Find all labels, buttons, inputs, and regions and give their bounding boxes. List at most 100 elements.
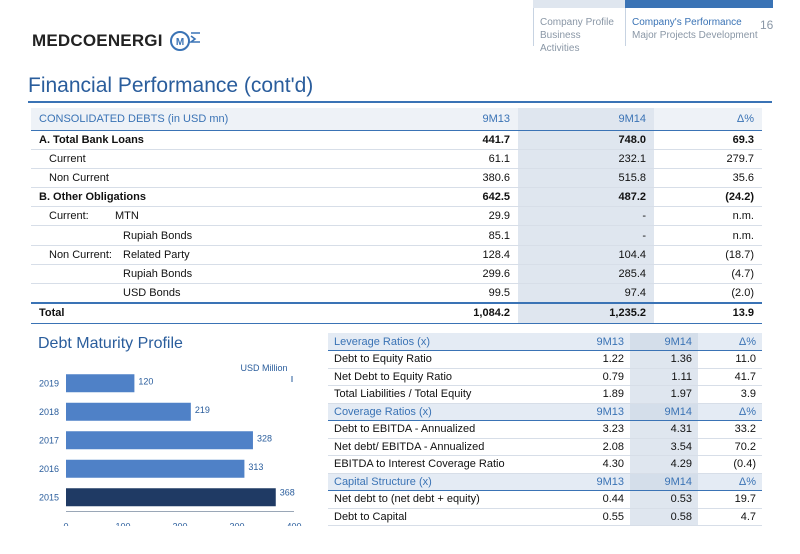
cell-9m13: 380.6 [365, 168, 518, 189]
row-label: Debt to Capital [328, 508, 558, 526]
cell-9m13: 85.1 [365, 225, 518, 246]
logo-text: MedcoEnergi [32, 31, 163, 50]
cell-delta: 69.3 [654, 129, 762, 150]
column-header: Δ% [698, 403, 762, 421]
row-label: Total [31, 301, 365, 325]
x-tick-label: 0 [63, 522, 68, 527]
cell-9m14: 285.4 [518, 264, 654, 285]
cell-delta: 35.6 [654, 168, 762, 189]
cell-9m14: 104.4 [518, 245, 654, 265]
nav-item-label: Company's Performance [632, 17, 742, 28]
cell-9m14: 1,235.2 [518, 301, 654, 325]
cell-9m14: 1.11 [630, 368, 698, 386]
cell-9m14: 487.2 [518, 187, 654, 208]
column-header: 9M13 [558, 403, 630, 421]
cell-9m14: 1.97 [630, 385, 698, 404]
cell-delta: (18.7) [654, 245, 762, 265]
nav-indicator-bar [533, 0, 773, 8]
row-label: USD Bonds [31, 283, 365, 304]
cell-9m13: 0.55 [558, 508, 630, 526]
table-row: Net debt/ EBITDA - Annualized 2.08 3.54 … [328, 438, 762, 456]
cell-delta: (24.2) [654, 187, 762, 208]
column-header: CONSOLIDATED DEBTS (in USD mn) [31, 108, 365, 131]
title-divider [28, 101, 772, 103]
table-header-row: CONSOLIDATED DEBTS (in USD mn) 9M13 9M14… [31, 108, 762, 131]
column-header: 9M14 [630, 403, 698, 421]
column-header: Δ% [654, 108, 762, 131]
cell-9m14: 4.29 [630, 455, 698, 474]
category-label: 2017 [39, 435, 59, 445]
cell-delta: n.m. [654, 225, 762, 246]
row-label: Current [31, 149, 365, 169]
row-label: Current: MTN [31, 206, 365, 227]
row-label: Net debt/ EBITDA - Annualized [328, 438, 558, 456]
table-row: A. Total Bank Loans 441.7 748.0 69.3 [31, 129, 762, 150]
row-label: Rupiah Bonds [31, 225, 365, 246]
table-row: Non Current: Related Party 128.4 104.4 (1… [31, 245, 762, 265]
table-row: Rupiah Bonds 85.1 - n.m. [31, 225, 762, 246]
chart-unit-label: USD Million [240, 363, 287, 373]
cell-9m14: 0.58 [630, 508, 698, 526]
row-label: Net Debt to Equity Ratio [328, 368, 558, 386]
cell-9m14: 0.53 [630, 490, 698, 509]
bar-2016 [66, 459, 245, 478]
nav-company-performance[interactable]: Company's Performance Major Projects Dev… [625, 8, 762, 46]
cell-delta: n.m. [654, 206, 762, 227]
svg-text:M: M [175, 37, 183, 48]
cell-9m14: 97.4 [518, 283, 654, 304]
row-label: Non Current [31, 168, 365, 189]
data-label: 368 [280, 487, 295, 497]
cell-delta: (2.0) [654, 283, 762, 304]
row-label: EBITDA to Interest Coverage Ratio [328, 455, 558, 474]
category-label: 2015 [39, 492, 59, 502]
table-row: Current 61.1 232.1 279.7 [31, 149, 762, 169]
bar-2019 [66, 374, 135, 393]
cell-9m13: 29.9 [365, 206, 518, 227]
table-row: Debt to Capital 0.55 0.58 4.7 [328, 508, 762, 526]
nav-item-sublabel: Major Projects Development [632, 30, 758, 41]
table-total-row: Total 1,084.2 1,235.2 13.9 [31, 301, 762, 325]
cell-9m13: 642.5 [365, 187, 518, 208]
row-label: Net debt to (net debt + equity) [328, 490, 558, 509]
cell-delta: 19.7 [698, 490, 762, 509]
medco-logo: MedcoEnergi M [32, 30, 205, 52]
table-row: USD Bonds 99.5 97.4 (2.0) [31, 283, 762, 304]
cell-9m13: 99.5 [365, 283, 518, 304]
category-label: 2018 [39, 407, 59, 417]
cell-9m13: 0.44 [558, 490, 630, 509]
column-header: 9M14 [630, 473, 698, 491]
column-header: Δ% [698, 333, 762, 351]
cell-delta: 279.7 [654, 149, 762, 169]
ratio-section-header: Coverage Ratios (x) 9M13 9M14 Δ% [328, 403, 762, 421]
cell-9m13: 1.89 [558, 385, 630, 404]
page-title: Financial Performance (cont'd) [28, 74, 314, 97]
x-tick-label: 100 [115, 522, 130, 527]
table-row: Non Current 380.6 515.8 35.6 [31, 168, 762, 189]
data-label: 328 [257, 433, 272, 443]
cell-9m13: 61.1 [365, 149, 518, 169]
section-title: Capital Structure (x) [328, 473, 558, 491]
consolidated-debts-table: CONSOLIDATED DEBTS (in USD mn) 9M13 9M14… [31, 108, 762, 325]
cell-9m13: 441.7 [365, 129, 518, 150]
ratio-section-header: Leverage Ratios (x) 9M13 9M14 Δ% [328, 333, 762, 351]
cell-delta: (0.4) [698, 455, 762, 474]
row-group-label: Current: [49, 210, 89, 223]
data-label: 120 [138, 376, 153, 386]
column-header: Δ% [698, 473, 762, 491]
debt-maturity-title: Debt Maturity Profile [38, 335, 183, 352]
cell-9m14: - [518, 225, 654, 246]
data-label: 313 [248, 462, 263, 472]
cell-delta: 70.2 [698, 438, 762, 456]
table-row: Rupiah Bonds 299.6 285.4 (4.7) [31, 264, 762, 285]
cell-9m13: 128.4 [365, 245, 518, 265]
table-row: Total Liabilities / Total Equity 1.89 1.… [328, 385, 762, 404]
row-label: Debt to Equity Ratio [328, 350, 558, 369]
data-label: 219 [195, 405, 210, 415]
row-sublabel: Related Party [123, 248, 190, 261]
page-number: 16 [760, 18, 774, 32]
x-tick-label: 300 [229, 522, 244, 527]
nav-company-profile[interactable]: Company Profile Business Activities [533, 8, 625, 54]
cell-delta: 3.9 [698, 385, 762, 404]
row-label: A. Total Bank Loans [31, 129, 365, 150]
cell-9m14: - [518, 206, 654, 227]
